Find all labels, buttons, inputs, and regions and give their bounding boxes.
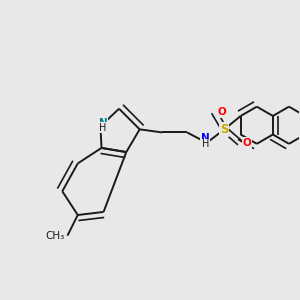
Text: O: O bbox=[217, 107, 226, 117]
Text: CH₃: CH₃ bbox=[45, 231, 64, 241]
Text: O: O bbox=[243, 138, 252, 148]
Text: S: S bbox=[220, 123, 229, 136]
Text: N: N bbox=[99, 118, 107, 128]
Text: H: H bbox=[202, 139, 209, 149]
Text: H: H bbox=[99, 123, 106, 133]
Text: N: N bbox=[201, 133, 210, 143]
